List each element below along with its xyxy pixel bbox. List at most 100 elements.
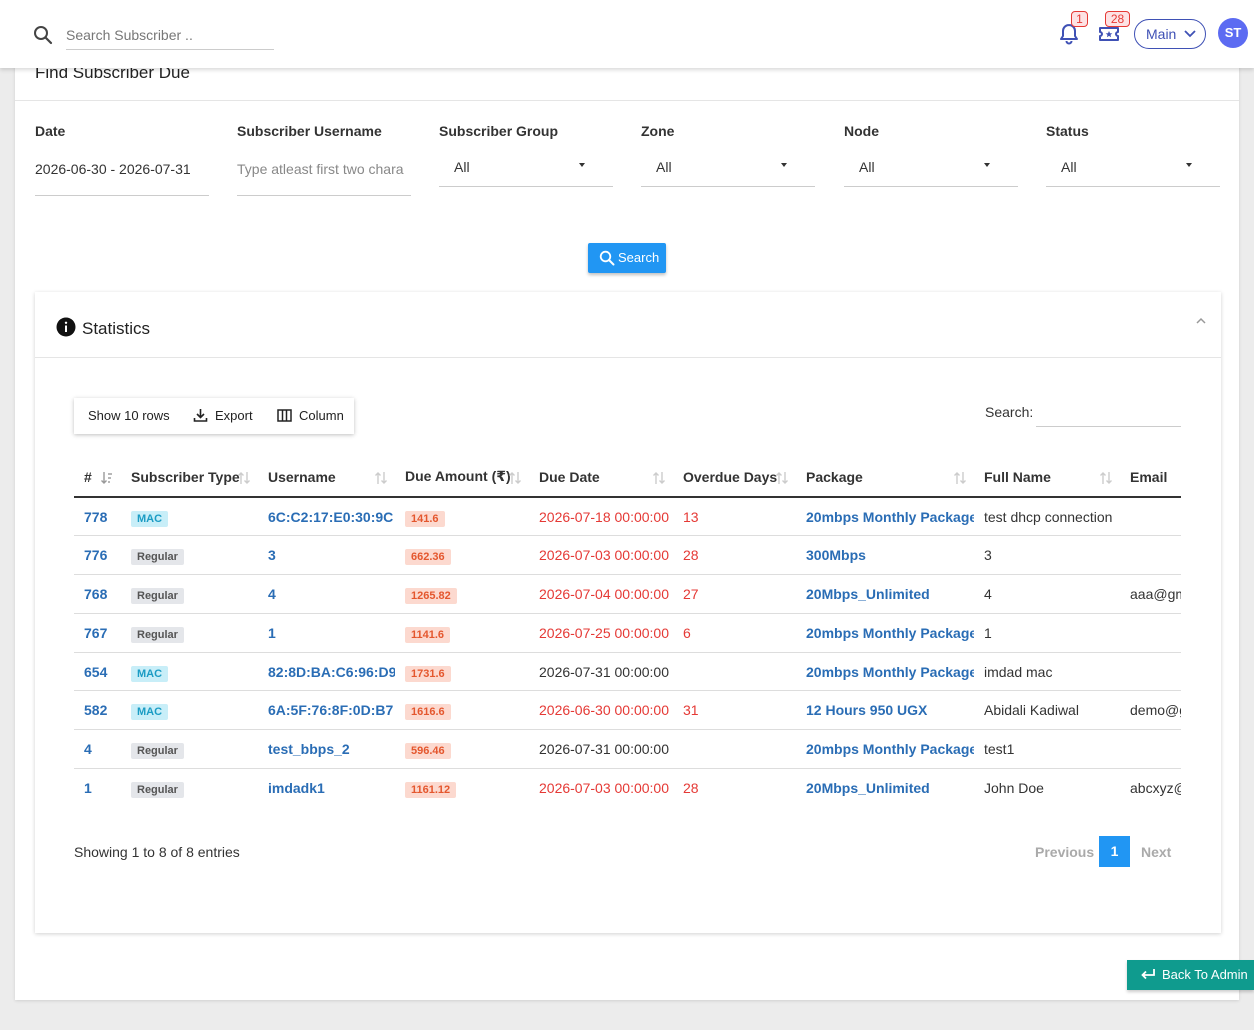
subscriber-id-link[interactable]: 767 <box>84 624 108 641</box>
username-link[interactable]: imdadk1 <box>268 779 325 796</box>
package-link[interactable]: 20Mbps_Unlimited <box>806 585 930 602</box>
subscriber-id-link[interactable]: 1 <box>84 779 92 796</box>
cell-type: MAC <box>121 690 258 731</box>
cell-type: Regular <box>121 768 258 807</box>
cell-full-name: test dhcp connection <box>974 497 1120 537</box>
table-search-input[interactable] <box>1036 397 1181 427</box>
table-search-label: Search: <box>985 404 1034 420</box>
cell-type: MAC <box>121 652 258 692</box>
cell-due-date: 2026-07-04 00:00:00 <box>529 574 673 614</box>
package-link[interactable]: 20mbps Monthly Package <box>806 508 974 525</box>
cell-due-amount: 1731.6 <box>395 652 529 692</box>
find-subscriber-due-card: Find Subscriber Due Date 2026-06-30 - 20… <box>15 40 1239 1000</box>
subscriber-id-link[interactable]: 654 <box>84 663 108 680</box>
export-button[interactable]: Export <box>193 398 253 434</box>
username-link[interactable]: 1 <box>268 624 276 641</box>
cell-overdue-days: 27 <box>673 574 796 614</box>
node-filter: Node All <box>844 123 1018 187</box>
cell-package: 20Mbps_Unlimited <box>796 574 974 614</box>
ticket-count-badge: 28 <box>1105 11 1130 27</box>
cell-id: 776 <box>74 535 121 576</box>
cell-id: 767 <box>74 613 121 653</box>
subscriber-group-value: All <box>454 159 470 175</box>
col-header-overdue-days[interactable]: Overdue Days <box>673 457 796 498</box>
back-to-admin-button[interactable]: Back To Admin <box>1127 960 1254 990</box>
zone-select[interactable]: All <box>641 159 815 187</box>
col-header-due-date[interactable]: Due Date <box>529 457 673 498</box>
col-header-due-amount[interactable]: Due Amount (₹) <box>395 457 529 498</box>
package-link[interactable]: 300Mbps <box>806 547 866 564</box>
cell-username: imdadk1 <box>258 768 395 807</box>
pagination-previous[interactable]: Previous <box>1035 844 1095 860</box>
username-link[interactable]: 82:8D:BA:C6:96:D9 <box>268 663 395 680</box>
sort-icon <box>653 472 665 484</box>
node-select[interactable]: All <box>844 159 1018 187</box>
subscriber-type-badge: Regular <box>131 781 184 798</box>
cell-email <box>1120 652 1181 692</box>
due-amount-badge: 141.6 <box>405 510 445 527</box>
date-label: Date <box>35 123 66 139</box>
status-select[interactable]: All <box>1046 159 1220 187</box>
show-rows-button[interactable]: Show 10 rows <box>88 398 170 434</box>
column-button[interactable]: Column <box>277 398 344 434</box>
col-header-subscriber-type[interactable]: Subscriber Type <box>121 457 258 498</box>
pagination-page-1[interactable]: 1 <box>1099 836 1130 867</box>
cell-overdue-days: 31 <box>673 690 796 731</box>
ticket-icon[interactable] <box>1097 22 1121 46</box>
cell-due-date: 2026-07-25 00:00:00 <box>529 613 673 653</box>
cell-username: 82:8D:BA:C6:96:D9 <box>258 652 395 692</box>
subscriber-id-link[interactable]: 582 <box>84 702 108 719</box>
subscriber-group-select[interactable]: All <box>439 159 613 187</box>
pagination-next[interactable]: Next <box>1141 844 1172 860</box>
avatar[interactable]: ST <box>1218 18 1248 48</box>
node-value: All <box>859 159 875 175</box>
caret-down-icon <box>579 163 585 167</box>
username-link[interactable]: 4 <box>268 585 276 602</box>
search-button[interactable]: Search <box>588 243 666 273</box>
statistics-title: Statistics <box>82 319 151 338</box>
table-row: 654 MAC 82:8D:BA:C6:96:D9 1731.6 2026-07-31 … <box>74 652 1181 692</box>
package-link[interactable]: 20mbps Monthly Package <box>806 741 974 758</box>
due-table-body: 778 MAC 6C:C2:17:E0:30:9C 141.6 2026-07-18 0… <box>74 497 1181 807</box>
col-header-label: Due Date <box>539 468 600 485</box>
due-amount-badge: 1265.82 <box>405 587 457 604</box>
subscriber-id-link[interactable]: 776 <box>84 547 108 564</box>
cell-due-amount: 1265.82 <box>395 574 529 614</box>
col-header-id[interactable]: # <box>74 457 121 498</box>
date-range-field[interactable]: 2026-06-30 - 2026-07-31 <box>35 161 209 196</box>
username-link[interactable]: 3 <box>268 547 276 564</box>
cell-package: 20mbps Monthly Package <box>796 613 974 653</box>
table-toolbar: Show 10 rows Export Column <box>74 398 354 434</box>
col-header-full-name[interactable]: Full Name <box>974 457 1120 498</box>
cell-username: 6A:5F:76:8F:0D:B7 <box>258 690 395 731</box>
package-link[interactable]: 20Mbps_Unlimited <box>806 779 930 796</box>
sort-icon <box>776 472 788 484</box>
subscriber-id-link[interactable]: 4 <box>84 741 92 758</box>
col-header-package[interactable]: Package <box>796 457 974 498</box>
cell-package: 20mbps Monthly Package <box>796 652 974 692</box>
info-icon <box>56 317 76 337</box>
username-link[interactable]: 6A:5F:76:8F:0D:B7 <box>268 702 394 719</box>
chevron-up-icon[interactable] <box>1195 316 1207 326</box>
package-link[interactable]: 20mbps Monthly Package <box>806 663 974 680</box>
subscriber-type-badge: MAC <box>131 704 169 721</box>
username-field[interactable] <box>237 161 411 177</box>
cell-full-name: imdad mac <box>974 652 1120 692</box>
package-link[interactable]: 20mbps Monthly Package <box>806 624 974 641</box>
subscriber-id-link[interactable]: 768 <box>84 585 108 602</box>
statistics-header: Statistics <box>35 292 1221 358</box>
search-icon[interactable] <box>33 25 53 45</box>
col-header-email[interactable]: Email <box>1120 457 1181 498</box>
package-link[interactable]: 12 Hours 950 UGX <box>806 702 928 719</box>
cell-due-amount: 141.6 <box>395 497 529 537</box>
cell-email: abcxyz@ <box>1120 768 1181 807</box>
subscriber-search-input[interactable] <box>66 20 274 50</box>
cell-package: 12 Hours 950 UGX <box>796 690 974 731</box>
col-header-username[interactable]: Username <box>258 457 395 498</box>
table-row: 768 Regular 4 1265.82 2026-07-04 00:00:00 27 2… <box>74 574 1181 614</box>
workspace-select[interactable]: Main <box>1134 19 1206 49</box>
username-link[interactable]: test_bbps_2 <box>268 741 350 758</box>
cell-package: 300Mbps <box>796 535 974 576</box>
subscriber-id-link[interactable]: 778 <box>84 508 108 525</box>
username-link[interactable]: 6C:C2:17:E0:30:9C <box>268 508 394 525</box>
